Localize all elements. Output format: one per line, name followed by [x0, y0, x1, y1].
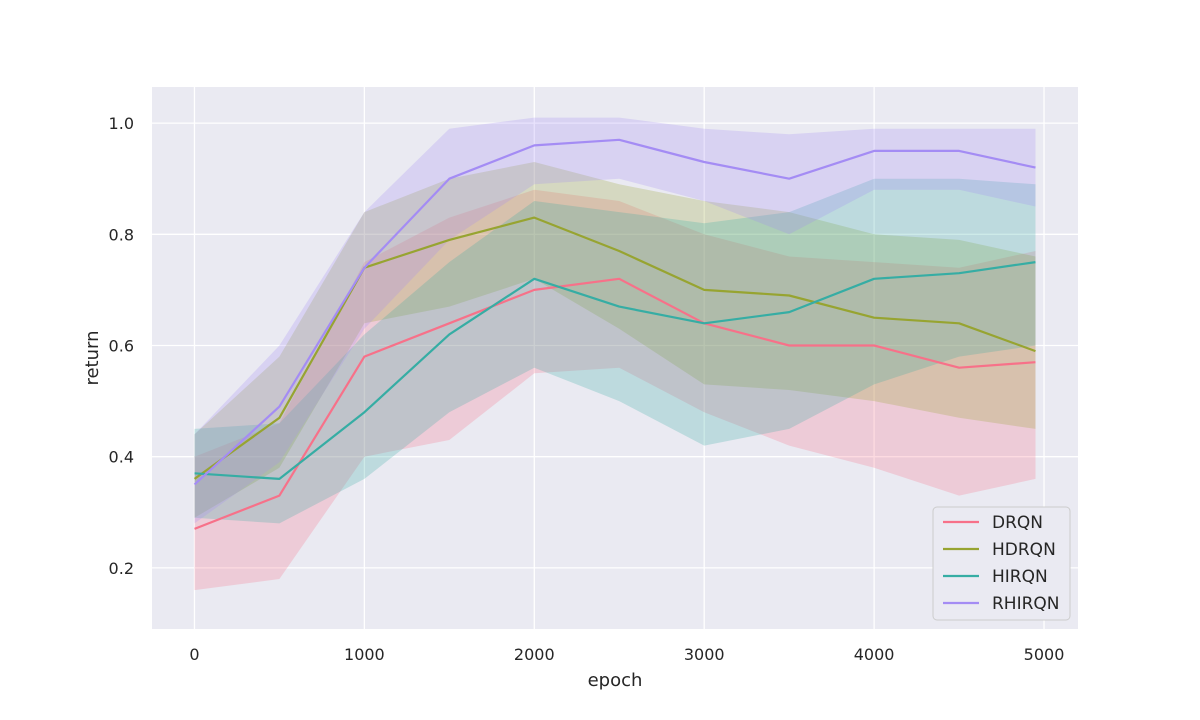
confidence-bands [194, 117, 1036, 591]
rhirqn-band [194, 117, 1036, 524]
y-tick-label: 0.4 [109, 448, 134, 467]
hdrqn-band [194, 162, 1036, 518]
drqn-band [194, 189, 1036, 591]
drqn-legend-label: DRQN [992, 513, 1043, 533]
x-tick-label: 1000 [344, 645, 385, 664]
x-tick-label: 4000 [854, 645, 895, 664]
x-axis-label: epoch [588, 670, 643, 691]
y-tick-label: 1.0 [109, 114, 134, 133]
hdrqn-legend-label: HDRQN [992, 540, 1056, 560]
hirqn-legend-label: HIRQN [992, 567, 1048, 587]
x-tick-label: 2000 [514, 645, 555, 664]
x-tick-label: 5000 [1024, 645, 1065, 664]
y-tick-label: 0.8 [109, 225, 134, 244]
drqn-line [194, 277, 1036, 530]
y-axis-label: return [82, 330, 103, 385]
y-axis-ticks: 0.2 0.4 0.6 0.8 1.0 [109, 114, 134, 578]
x-axis-ticks: 0 1000 2000 3000 4000 5000 [189, 645, 1064, 664]
y-tick-label: 0.2 [109, 559, 134, 578]
series-lines [193, 138, 1036, 530]
legend-box [932, 506, 1071, 621]
rhirqn-legend-label: RHIRQN [992, 594, 1060, 614]
y-tick-label: 0.6 [109, 336, 134, 355]
x-tick-label: 0 [189, 645, 199, 664]
hdrqn-line [193, 216, 1036, 480]
x-tick-label: 3000 [684, 645, 725, 664]
rhirqn-line [193, 138, 1036, 486]
hirqn-line [194, 261, 1036, 480]
legend: DRQN HDRQN HIRQN RHIRQN [932, 506, 1071, 621]
hirqn-band [194, 178, 1036, 524]
